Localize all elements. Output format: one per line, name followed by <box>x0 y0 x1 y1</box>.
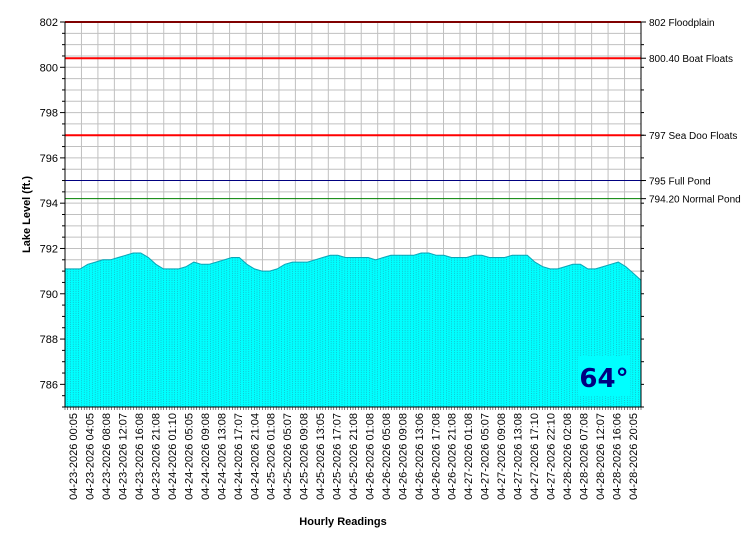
reference-lines: 802 Floodplain 800.40 Boat Floats 797 Sea … <box>65 18 741 408</box>
x-tick-label: 04-25-2026 21:08 <box>348 413 360 500</box>
x-tick-label: 04-26-2026 01:08 <box>365 413 377 500</box>
x-tick-label: 04-25-2026 01:08 <box>266 413 278 500</box>
reference-label: 797 Sea Doo Floats <box>649 131 737 142</box>
x-tick-label: 04-27-2026 05:07 <box>480 413 492 500</box>
x-tick-label: 04-26-2026 17:08 <box>430 413 442 500</box>
y-tick-label: 792 <box>40 243 58 255</box>
x-tick-label: 04-27-2026 17:10 <box>529 413 541 500</box>
x-tick-label: 04-27-2026 01:08 <box>463 413 475 500</box>
x-tick-label: 04-24-2026 09:08 <box>200 413 212 500</box>
reference-label: 802 Floodplain <box>649 18 715 29</box>
x-tick-label: 04-28-2026 07:08 <box>578 413 590 500</box>
x-tick-label: 04-24-2026 01:10 <box>167 413 179 500</box>
y-tick-label: 788 <box>40 334 58 346</box>
lake-level-fill <box>65 253 641 407</box>
x-tick-label: 04-26-2026 21:08 <box>447 413 459 500</box>
reference-label: 794.20 Normal Pond <box>649 195 741 206</box>
temperature-value: 64° <box>579 364 628 394</box>
y-tick-label: 802 <box>40 17 58 29</box>
x-tick-label: 04-28-2026 02:08 <box>562 413 574 500</box>
x-tick-label: 04-25-2026 09:08 <box>299 413 311 500</box>
y-tick-label: 790 <box>40 289 58 301</box>
x-tick-label: 04-27-2026 09:08 <box>496 413 508 500</box>
y-tick-label: 796 <box>40 153 58 165</box>
x-tick-label: 04-25-2026 05:07 <box>282 413 294 500</box>
y-tick-label: 798 <box>40 108 58 120</box>
x-tick-label: 04-23-2026 12:07 <box>118 413 130 500</box>
y-tick-label: 794 <box>40 198 58 210</box>
x-tick-label: 04-23-2026 21:08 <box>151 413 163 500</box>
x-tick-label: 04-24-2026 21:04 <box>249 413 261 500</box>
x-tick-label: 04-23-2026 04:05 <box>85 413 97 500</box>
x-tick-label: 04-23-2026 08:08 <box>101 413 113 500</box>
lake-level-line <box>65 252 642 281</box>
x-tick-label: 04-25-2026 17:07 <box>332 413 344 500</box>
lake-level-area <box>64 252 642 407</box>
temperature-badge-background <box>578 356 630 396</box>
x-tick-label: 04-23-2026 16:08 <box>134 413 146 500</box>
x-tick-label: 04-24-2026 13:08 <box>216 413 228 500</box>
x-tick-label: 04-28-2026 12:07 <box>595 413 607 500</box>
reference-label: 800.40 Boat Floats <box>649 54 733 65</box>
y-tick-label: 786 <box>40 379 58 391</box>
reference-label: 795 Full Pond <box>649 177 711 188</box>
x-tick-label: 04-28-2026 20:05 <box>628 413 640 500</box>
x-tick-label: 04-27-2026 22:10 <box>546 413 558 500</box>
x-tick-label: 04-26-2026 05:08 <box>381 413 393 500</box>
x-tick-label: 04-24-2026 17:07 <box>233 413 245 500</box>
y-axis-ticks: 786 788 790 792 794 796 798 800 802 <box>40 17 65 408</box>
x-tick-label: 04-27-2026 13:08 <box>513 413 525 500</box>
x-tick-label: 04-23-2026 00:05 <box>68 413 80 500</box>
x-tick-label: 04-26-2026 13:06 <box>414 413 426 500</box>
x-tick-label: 04-28-2026 16:06 <box>611 413 623 500</box>
x-tick-label: 04-24-2026 05:05 <box>183 413 195 500</box>
x-axis-ticks: 04-23-2026 00:05 04-23-2026 04:05 04-23-20… <box>64 407 642 500</box>
x-tick-label: 04-26-2026 09:08 <box>397 413 409 500</box>
y-axis-title: Lake Level (ft.) <box>21 176 33 253</box>
x-axis-title: Hourly Readings <box>299 516 386 528</box>
x-tick-label: 04-25-2026 13:05 <box>315 413 327 500</box>
temperature-badge: 64° <box>578 356 630 396</box>
y-tick-label: 800 <box>40 62 58 74</box>
